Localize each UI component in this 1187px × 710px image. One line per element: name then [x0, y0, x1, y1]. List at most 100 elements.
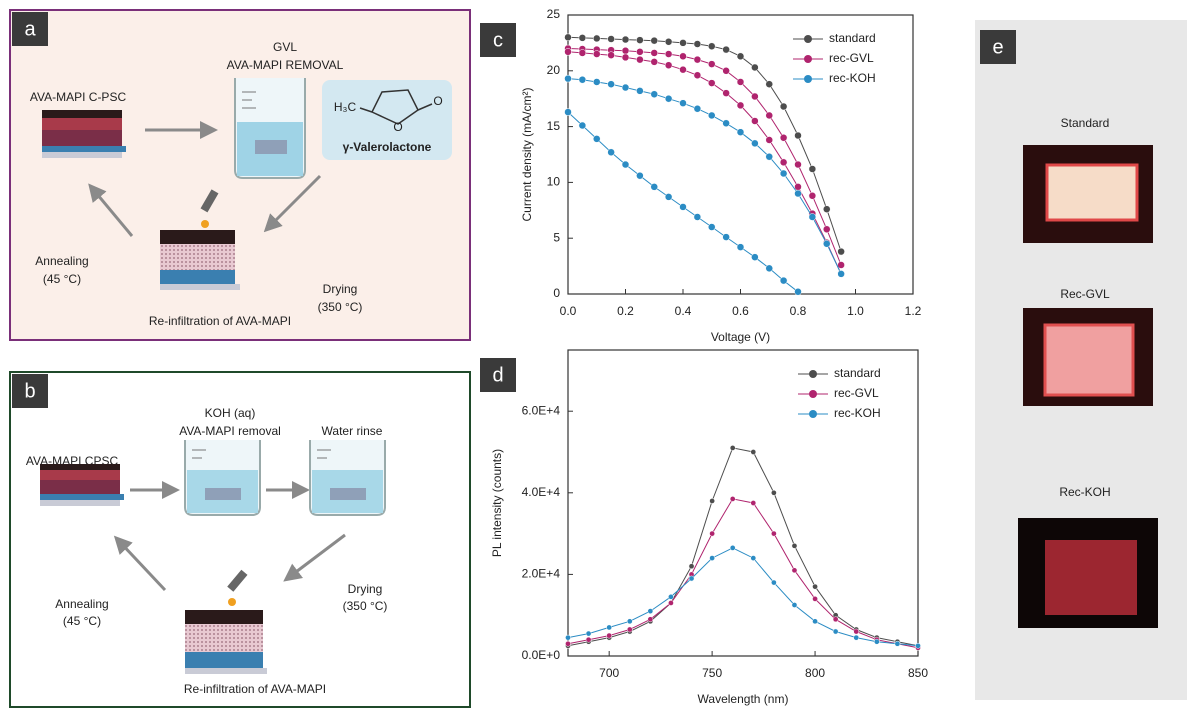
data-point: [823, 205, 831, 213]
data-point: [915, 642, 921, 649]
data-point: [585, 636, 592, 643]
data-point: [564, 108, 572, 116]
dropper: [200, 189, 219, 228]
legend-marker: [804, 75, 812, 83]
data-point: [779, 276, 788, 285]
panel-e: e Standard Rec-GVL Rec-KOH: [975, 20, 1187, 700]
series-line: [567, 547, 919, 647]
data-point: [693, 213, 702, 221]
data-point: [607, 148, 615, 157]
x-axis-label: Wavelength (nm): [698, 692, 789, 706]
data-point: [564, 48, 572, 56]
data-point: [664, 94, 673, 103]
data-point: [771, 530, 777, 537]
x-tick-label: 750: [702, 666, 722, 680]
y-tick-label: 0.0E+0: [522, 648, 561, 662]
data-point: [565, 634, 571, 641]
data-point: [679, 52, 687, 61]
data-point: [593, 135, 601, 143]
data-point: [668, 593, 674, 600]
sample-label: Rec-GVL: [1060, 287, 1110, 301]
data-point: [765, 264, 773, 273]
cell-stack: [160, 230, 240, 290]
data-point: [791, 567, 798, 574]
data-point: [812, 596, 818, 602]
data-point: [722, 45, 730, 54]
y-tick-label: 20: [547, 63, 561, 77]
sample-photo: [1045, 163, 1139, 222]
data-point: [853, 628, 860, 635]
series-line: [567, 498, 919, 649]
data-point: [679, 39, 687, 47]
data-point: [564, 33, 572, 42]
data-point: [779, 169, 788, 178]
data-point: [585, 630, 592, 637]
data-point: [750, 555, 757, 561]
data-point: [812, 583, 818, 590]
data-point: [593, 34, 601, 43]
y-tick-label: 15: [547, 119, 561, 133]
data-point: [688, 563, 695, 570]
data-point: [751, 92, 759, 101]
y-axis-label: Current density (mA/cm²): [520, 87, 534, 221]
step-label: (45 °C): [63, 614, 101, 628]
data-point: [593, 78, 601, 86]
step-label: Re-infiltration of AVA-MAPI: [184, 682, 326, 696]
data-point: [837, 270, 845, 278]
beaker: [184, 440, 261, 516]
x-tick-label: 0.6: [732, 304, 749, 318]
data-point: [664, 61, 673, 69]
step-label: (45 °C): [43, 272, 81, 286]
cell-stack: [40, 464, 124, 506]
data-point: [736, 243, 745, 251]
series-line: [567, 36, 842, 252]
data-point: [621, 35, 630, 44]
data-point: [751, 139, 759, 148]
beaker: [309, 440, 386, 516]
data-point: [626, 618, 633, 625]
data-point: [837, 261, 845, 269]
data-point: [607, 80, 615, 88]
data-point: [853, 634, 860, 641]
data-point: [650, 36, 658, 45]
data-point: [729, 496, 736, 502]
axes-frame: [567, 349, 919, 657]
series-line: [567, 78, 842, 275]
step-title: KOH (aq): [205, 406, 256, 420]
legend-marker: [809, 410, 817, 418]
x-tick-label: 1.0: [847, 304, 864, 318]
data-point: [636, 171, 644, 180]
letter-box: [12, 374, 48, 408]
legend-marker: [804, 35, 812, 43]
data-point: [565, 640, 571, 647]
structure-label: O: [433, 94, 442, 108]
sample-label: Standard: [1061, 116, 1110, 130]
sample-label: Rec-KOH: [1059, 485, 1110, 499]
data-point: [750, 449, 757, 455]
data-point: [693, 55, 702, 64]
beaker: [234, 78, 306, 179]
structure-name: γ-Valerolactone: [343, 140, 432, 154]
panel-b: b AVA-MAPI CPSC KOH (aq) AVA-MAPI remova…: [9, 371, 471, 708]
data-point: [823, 240, 831, 248]
data-point: [578, 49, 587, 57]
x-tick-label: 700: [599, 666, 619, 680]
data-point: [606, 632, 613, 639]
data-point: [765, 111, 773, 120]
data-point: [832, 616, 839, 623]
data-point: [688, 575, 695, 582]
y-tick-label: 2.0E+4: [522, 567, 561, 581]
x-tick-label: 850: [908, 666, 928, 680]
legend-marker: [809, 370, 817, 378]
arrow: [263, 174, 322, 233]
data-point: [729, 545, 736, 551]
data-point: [709, 530, 715, 537]
data-point: [564, 74, 572, 83]
step-title: Water rinse: [322, 424, 383, 438]
data-point: [607, 35, 615, 43]
letter-box: [12, 12, 48, 46]
data-point: [765, 136, 773, 144]
data-point: [650, 58, 658, 66]
data-point: [621, 53, 630, 62]
